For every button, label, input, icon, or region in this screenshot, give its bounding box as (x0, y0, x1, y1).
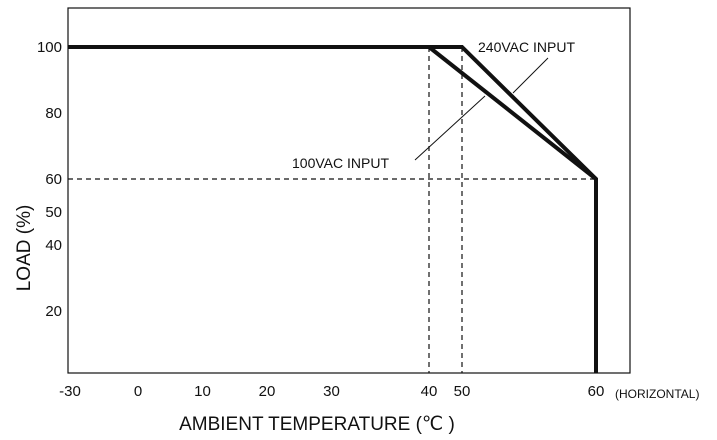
annotation-100vac-label: 100VAC INPUT (292, 155, 389, 171)
x-axis-suffix: (HORIZONTAL) (615, 387, 699, 401)
x-tick-label: 10 (194, 383, 211, 400)
x-tick-labels: -30 0 10 20 30 40 50 60 (59, 383, 604, 400)
y-tick-label: 50 (45, 204, 62, 221)
x-tick-label: 40 (421, 383, 438, 400)
x-axis-label: AMBIENT TEMPERATURE (℃ ) (179, 414, 455, 435)
y-tick-label: 60 (45, 171, 62, 188)
annotation-240vac-leader (512, 57, 549, 94)
plot-frame (67, 7, 631, 374)
x-tick-label: 0 (134, 383, 142, 400)
y-tick-labels: 100 80 60 50 40 20 (37, 39, 62, 320)
annotation-100vac-leader (414, 95, 486, 161)
x-tick-label: -30 (59, 383, 81, 400)
x-tick-label: 60 (588, 383, 605, 400)
x-tick-label: 20 (259, 383, 276, 400)
series-lines (68, 45, 598, 373)
y-axis-label: LOAD (%) (14, 205, 35, 292)
x-tick-label: 50 (454, 383, 471, 400)
y-tick-label: 20 (45, 303, 62, 320)
annotation-240vac-label: 240VAC INPUT (478, 39, 575, 55)
series-line-240vac (68, 45, 598, 373)
y-tick-label: 80 (45, 105, 62, 122)
series-line-100vac (427, 45, 598, 181)
x-tick-label: 30 (323, 383, 340, 400)
series-annotations: 240VAC INPUT 100VAC INPUT (292, 39, 575, 171)
reference-lines (68, 47, 596, 373)
y-tick-label: 100 (37, 39, 62, 56)
y-tick-label: 40 (45, 237, 62, 254)
